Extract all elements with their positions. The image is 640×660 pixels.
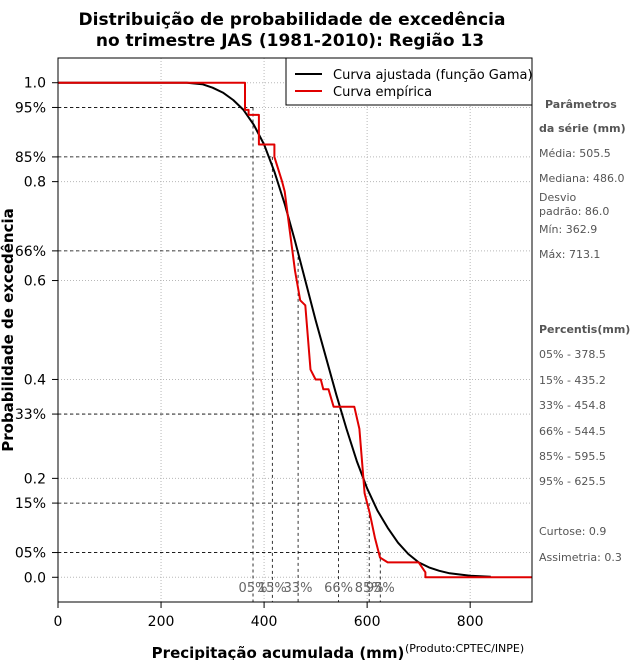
y-axis: 1.0 95% 85% 0.8 66% 0.6 0.4 33% 0.2 15% 05% 0.0 [15, 76, 58, 586]
percentile-guides [58, 107, 381, 602]
percentile-label: 66% [324, 581, 353, 596]
legend-box [285, 57, 533, 106]
chart-title-line2: no trimestre JAS (1981-2010): Região 13 [96, 31, 484, 51]
x-tick-label: 600 [354, 614, 381, 630]
stat-max: Máx: 713.1 [539, 248, 600, 261]
y-tick-label: 0.4 [24, 372, 46, 388]
y-tick-label: 0.2 [24, 471, 46, 487]
x-tick-label: 200 [148, 614, 175, 630]
stat-curtose: Curtose: 0.9 [539, 525, 606, 538]
stat-desvio-2: padrão: 86.0 [539, 205, 609, 218]
credit-text: (Produto:CPTEC/INPE) [405, 642, 524, 655]
legend-label-fitted: Curva ajustada (função Gama) [333, 68, 533, 83]
percentile-label: 33% [284, 581, 313, 596]
y-tick-label: 1.0 [24, 76, 46, 92]
stat-p15: 15% - 435.2 [539, 374, 606, 387]
stat-p33: 33% - 454.8 [539, 399, 606, 412]
stat-desvio-1: Desvio [539, 191, 577, 204]
percentile-label: 05% [239, 581, 268, 596]
y-tick-label: 0.0 [24, 570, 46, 586]
percentis-title: Percentis(mm) [539, 323, 630, 336]
x-tick-label: 0 [54, 614, 63, 630]
params-title-2: da série (mm) [539, 122, 626, 135]
percentile-label: 85% [355, 581, 384, 596]
stat-media: Média: 505.5 [539, 147, 611, 160]
series-group [58, 81, 532, 579]
x-axis-label: Precipitação acumulada (mm) [152, 644, 405, 660]
chart-title-line1: Distribuição de probabilidade de excedên… [79, 10, 506, 30]
percentile-label: 15% [258, 581, 287, 596]
percentile-label: 95% [366, 581, 395, 596]
stat-p05: 05% - 378.5 [539, 348, 606, 361]
x-tick-label: 800 [457, 614, 484, 630]
y-tick-label: 95% [15, 100, 46, 116]
x-tick-label: 400 [251, 614, 278, 630]
side-panel: Parâmetros da série (mm) Média: 505.5 Me… [539, 98, 630, 564]
stat-p95: 95% - 625.5 [539, 475, 606, 488]
series-line-empirical [58, 81, 532, 579]
x-axis: 0 200 400 600 800 [54, 602, 484, 630]
plot-frame [57, 57, 533, 603]
y-tick-label: 05% [15, 546, 46, 562]
stat-mediana: Mediana: 486.0 [539, 172, 624, 185]
y-tick-label: 0.6 [24, 274, 46, 290]
stat-min: Mín: 362.9 [539, 223, 597, 236]
grid-lines [57, 58, 532, 602]
y-tick-label: 66% [15, 244, 46, 260]
stat-assimetria: Assimetria: 0.3 [539, 551, 622, 564]
y-tick-label: 85% [15, 150, 46, 166]
stat-p66: 66% - 544.5 [539, 425, 606, 438]
legend: Curva ajustada (função Gama) Curva empír… [285, 57, 533, 106]
y-tick-label: 0.8 [24, 175, 46, 191]
y-tick-label: 33% [15, 407, 46, 423]
series-line-fitted [58, 81, 491, 578]
y-axis-label: Probabilidade de excedência [0, 208, 17, 452]
y-tick-label: 15% [15, 496, 46, 512]
percentile-labels: 05%15%33% 66% 85%95% [239, 581, 395, 596]
params-title-1: Parâmetros [545, 98, 617, 111]
stat-p85: 85% - 595.5 [539, 450, 606, 463]
legend-label-empirical: Curva empírica [333, 85, 432, 100]
